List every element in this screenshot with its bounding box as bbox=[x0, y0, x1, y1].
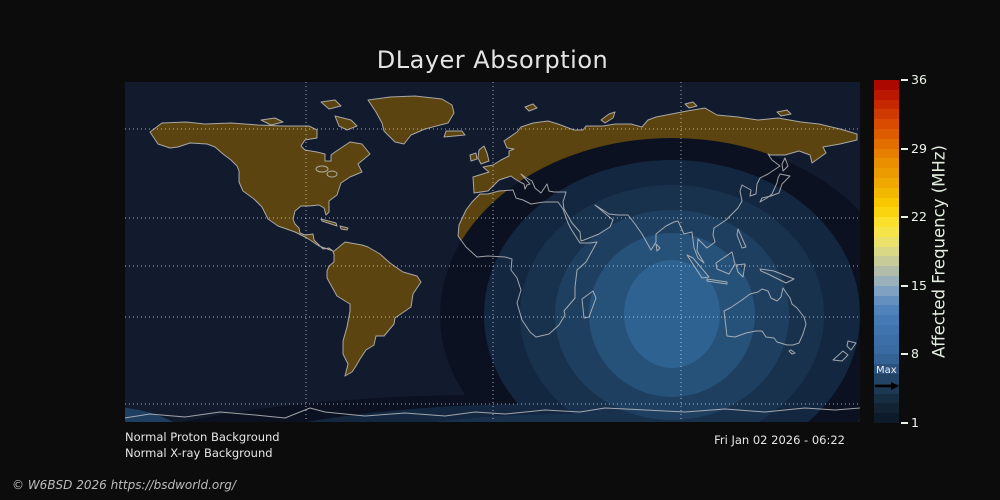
colorbar-cell bbox=[874, 305, 899, 316]
map-timestamp: Fri Jan 02 2026 - 06:22 bbox=[714, 433, 845, 447]
colorbar-tick bbox=[901, 422, 908, 424]
colorbar-tick bbox=[901, 353, 908, 356]
colorbar-cell bbox=[874, 275, 899, 286]
colorbar-tick bbox=[901, 79, 908, 81]
colorbar-cell bbox=[874, 413, 899, 423]
colorbar-cell bbox=[874, 217, 899, 227]
colorbar-tick bbox=[901, 216, 908, 219]
colorbar-cell bbox=[874, 393, 899, 404]
colorbar-cell bbox=[874, 226, 899, 237]
colorbar-cell bbox=[874, 168, 899, 178]
colorbar-tick bbox=[901, 147, 908, 150]
world-map-svg bbox=[125, 82, 860, 422]
max-marker-arrow-icon bbox=[875, 381, 899, 390]
antarctica-coastline bbox=[125, 407, 860, 419]
page-title: DLayer Absorption bbox=[376, 46, 609, 74]
colorbar-cell bbox=[874, 148, 899, 159]
colorbar-cell bbox=[874, 373, 899, 384]
colorbar-tick-label: 36 bbox=[911, 72, 927, 87]
colorbar-cell bbox=[874, 315, 899, 325]
colorbar-cell bbox=[874, 354, 899, 365]
world-map bbox=[125, 82, 860, 422]
colorbar-cell bbox=[874, 80, 899, 90]
colorbar-cell bbox=[874, 334, 899, 345]
colorbar-cell bbox=[874, 364, 899, 374]
colorbar-cell bbox=[874, 207, 899, 218]
colorbar-cell bbox=[874, 383, 899, 394]
colorbar-cell bbox=[874, 99, 899, 110]
colorbar-cell bbox=[874, 109, 899, 120]
colorbar-tick-label: 8 bbox=[911, 346, 919, 362]
great-lakes bbox=[315, 165, 329, 173]
max-marker-label: Max bbox=[876, 364, 897, 376]
colorbar bbox=[874, 80, 899, 423]
colorbar-cell bbox=[874, 324, 899, 335]
colorbar-axis-label: Affected Frequency (MHz) bbox=[929, 145, 949, 358]
colorbar-cell bbox=[874, 266, 899, 276]
colorbar-cell bbox=[874, 138, 899, 149]
colorbar-tick-label: 22 bbox=[911, 209, 927, 225]
colorbar-cell bbox=[874, 128, 899, 139]
colorbar-cell bbox=[874, 246, 899, 257]
colorbar-cell bbox=[874, 295, 899, 306]
coastline-layer bbox=[125, 95, 860, 419]
colorbar-cell bbox=[874, 344, 899, 355]
colorbar-cell bbox=[874, 403, 899, 414]
copyright-notice: © W6BSD 2026 https://bsdworld.org/ bbox=[12, 478, 236, 492]
colorbar-tick-label: 15 bbox=[911, 277, 927, 293]
colorbar-max-marker: Max bbox=[874, 365, 899, 395]
great-lakes-2 bbox=[326, 170, 338, 178]
colorbar-cell bbox=[874, 158, 899, 169]
colorbar-cell bbox=[874, 119, 899, 129]
absorption-band-5-core bbox=[624, 260, 720, 368]
proton-status-text: Normal Proton Background bbox=[125, 430, 280, 444]
xray-status-text: Normal X-ray Background bbox=[125, 446, 273, 460]
colorbar-tick bbox=[901, 284, 908, 287]
colorbar-tick-label: 1 bbox=[911, 415, 919, 430]
colorbar-cell bbox=[874, 197, 899, 208]
background-status: Normal Proton Background Normal X-ray Ba… bbox=[125, 429, 280, 461]
colorbar-cell bbox=[874, 236, 899, 247]
colorbar-cell bbox=[874, 89, 899, 100]
graticule bbox=[125, 82, 860, 422]
colorbar-tick-label: 29 bbox=[911, 140, 927, 156]
colorbar-cell bbox=[874, 256, 899, 267]
colorbar-cell bbox=[874, 285, 899, 296]
absorption-band-3-corner bbox=[125, 407, 173, 422]
colorbar-cell bbox=[874, 177, 899, 188]
colorbar-cell bbox=[874, 187, 899, 198]
